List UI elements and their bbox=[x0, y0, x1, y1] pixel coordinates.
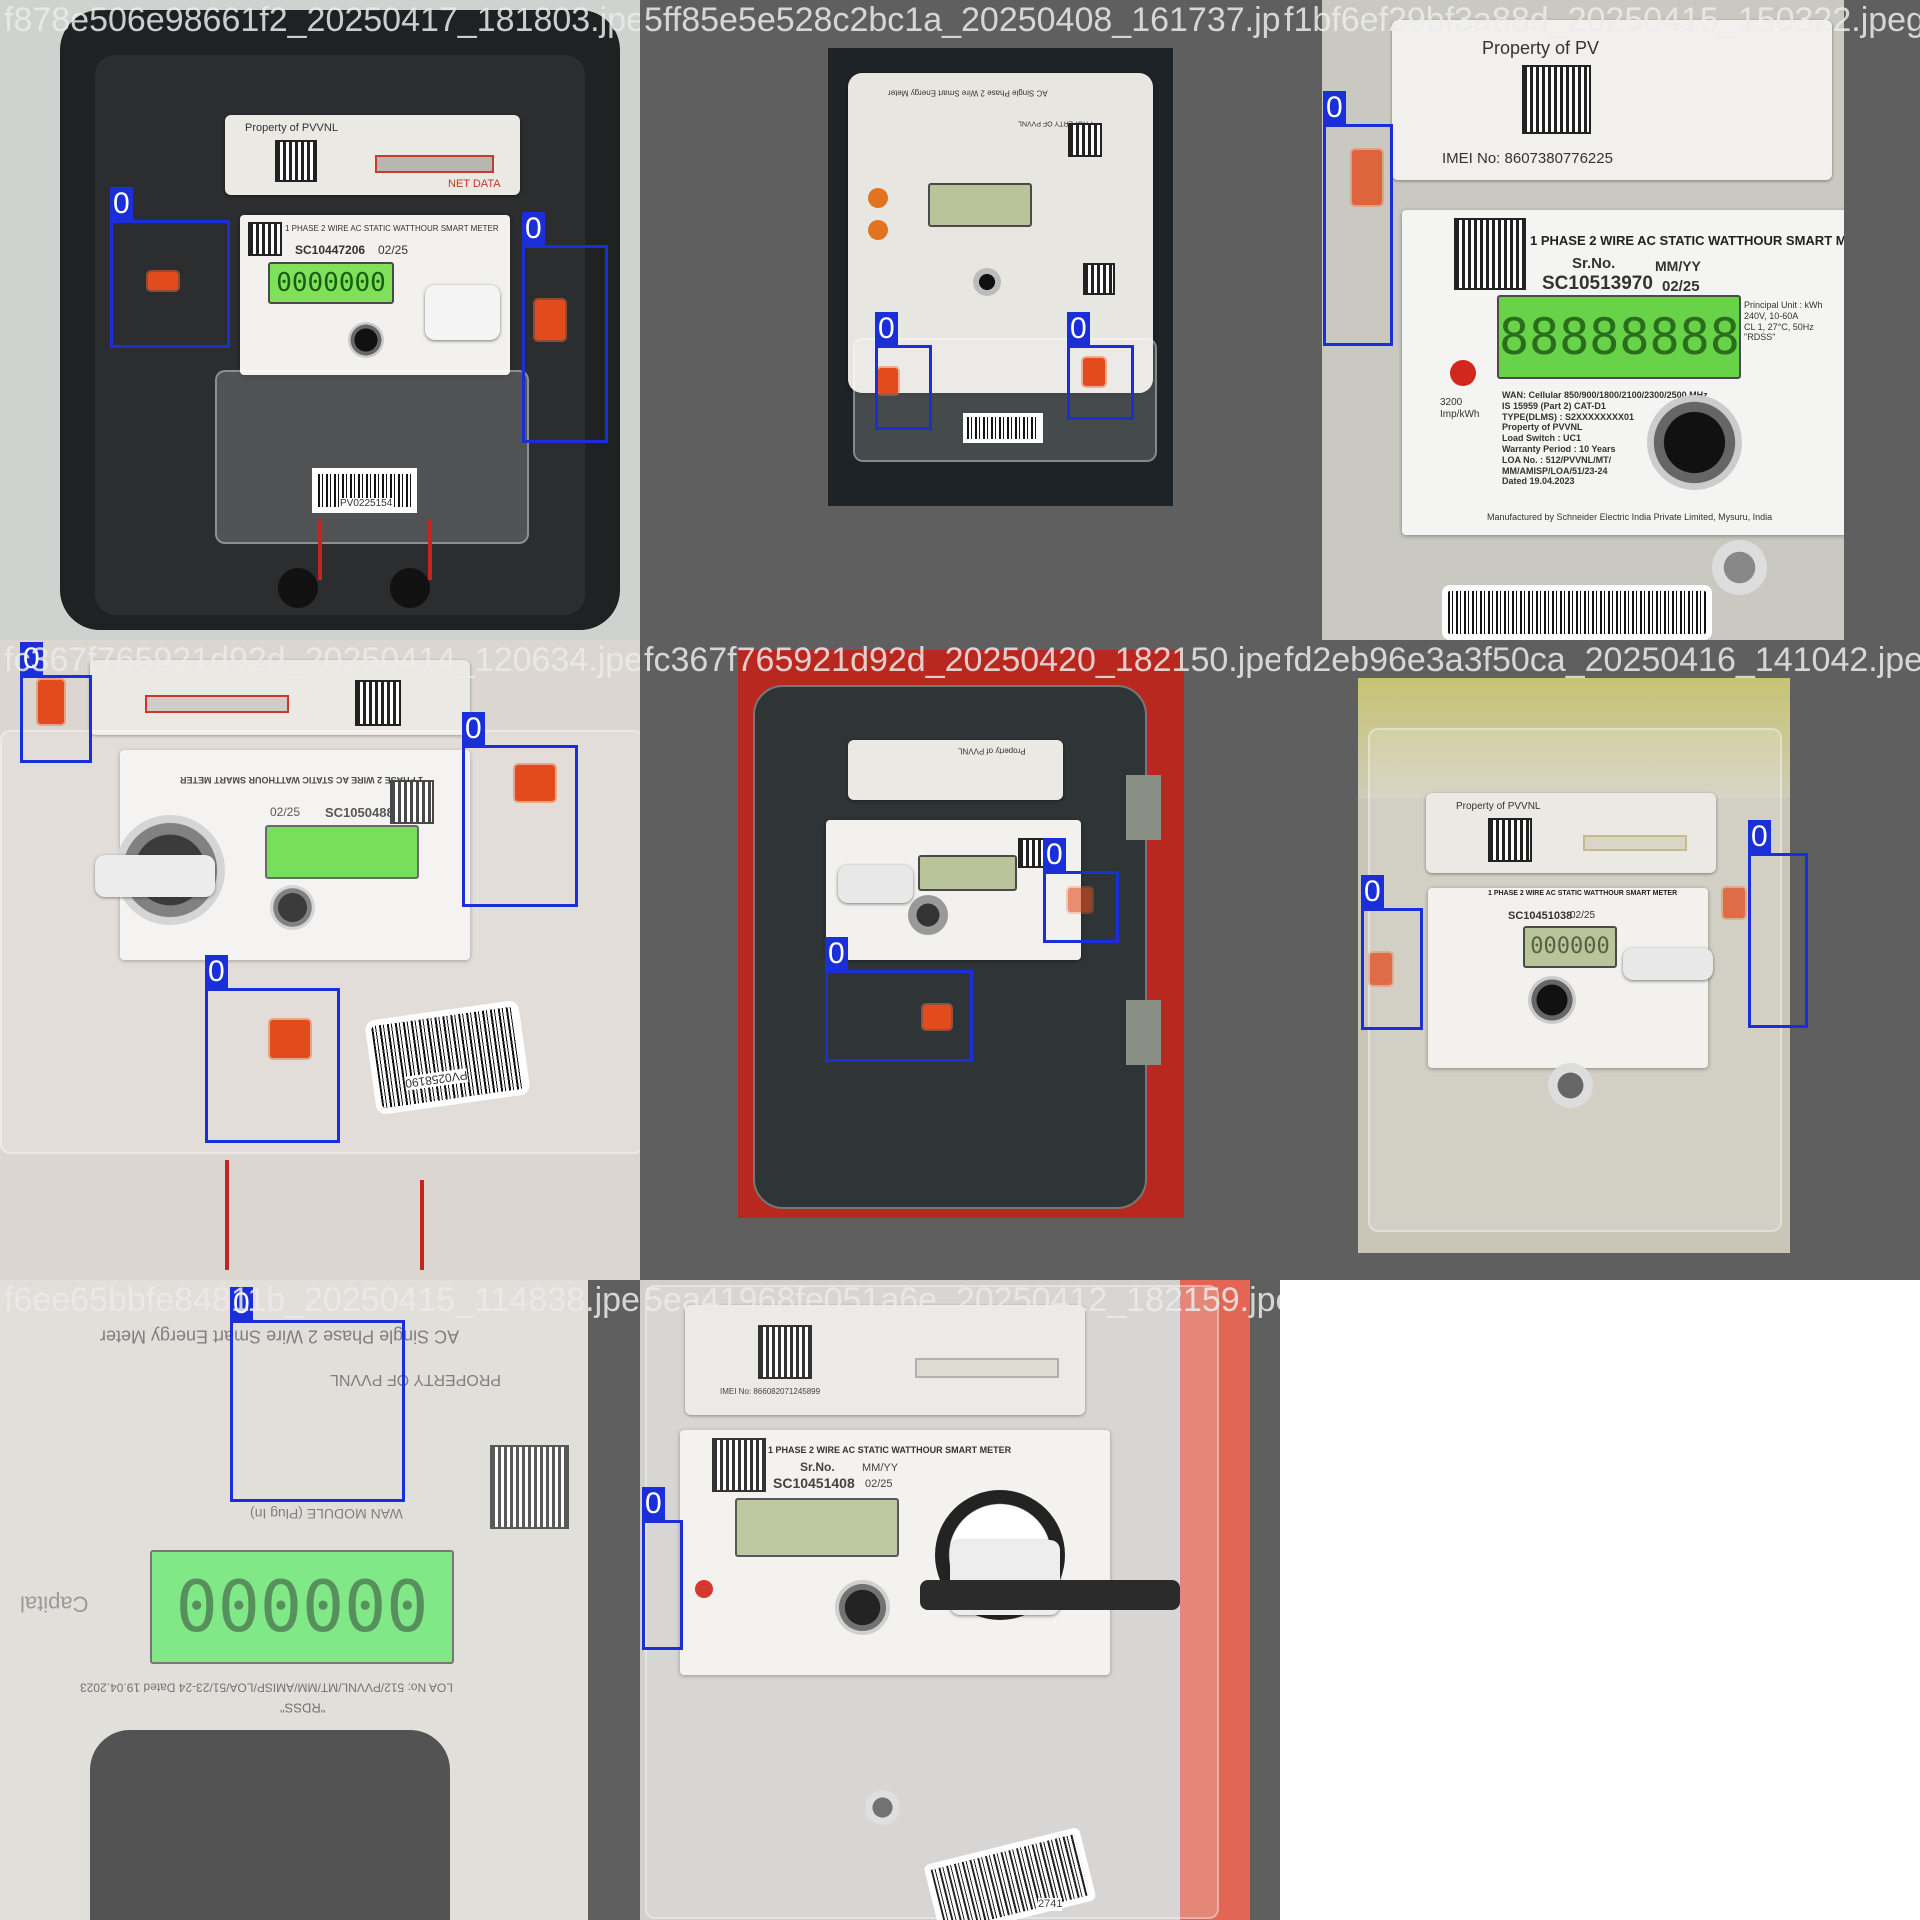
meter-display bbox=[265, 825, 419, 879]
class-label: 0 bbox=[875, 312, 898, 346]
meter-title: 1 PHASE 2 WIRE AC STATIC WATTHOUR SMART … bbox=[285, 224, 499, 233]
detection-box: 0 bbox=[230, 1287, 405, 1502]
image-filename: fd2eb96e3a3f50ca_20250416_141042.jpeg bbox=[1284, 641, 1920, 679]
meter-title: 1 PHASE 2 WIRE AC STATIC WATTHOUR SMART … bbox=[1530, 233, 1844, 248]
serial-label: Sr.No. bbox=[800, 1460, 835, 1474]
photo-2: AC Single Phase 2 Wire Smart Energy Mete… bbox=[828, 48, 1173, 506]
meter-display: 0000000 bbox=[268, 262, 394, 304]
meter-imei: IMEI No: 866082071245899 bbox=[720, 1387, 821, 1396]
empty-cell bbox=[1280, 1280, 1920, 1920]
mm-label: MM/YY bbox=[1655, 258, 1701, 274]
meter-barcode-text: PV0225154 bbox=[340, 498, 393, 510]
detection-box: 0 bbox=[875, 312, 932, 430]
meter-date: 02/25 bbox=[865, 1478, 893, 1490]
class-label: 0 bbox=[110, 187, 133, 221]
meter-imei: IMEI No: 8607380776225 bbox=[1442, 150, 1613, 167]
class-label: 0 bbox=[462, 712, 485, 746]
meter-owner: Property of PVVNL bbox=[245, 122, 338, 134]
serial-label: Sr.No. bbox=[1572, 255, 1616, 272]
photo-6: Property of PVVNL 1 PHASE 2 WIRE AC STAT… bbox=[1358, 678, 1790, 1253]
class-label: 0 bbox=[20, 642, 43, 676]
detection-box: 0 bbox=[462, 712, 578, 907]
photo-8: IMEI No: 866082071245899 1 PHASE 2 WIRE … bbox=[640, 1280, 1250, 1920]
meter-serial: SC10513970 bbox=[1542, 273, 1653, 294]
tile-8: IMEI No: 866082071245899 1 PHASE 2 WIRE … bbox=[640, 1280, 1280, 1920]
meter-serial: SC10451038 bbox=[1508, 910, 1573, 922]
detection-box: 0 bbox=[825, 937, 973, 1062]
class-label: 0 bbox=[230, 1287, 253, 1321]
image-filename: f878e506e98661f2_20250417_181803.jpeg bbox=[4, 1, 640, 39]
meter-display: 000000 bbox=[1523, 926, 1617, 968]
class-label: 0 bbox=[825, 937, 848, 971]
meter-display bbox=[735, 1498, 899, 1557]
class-label: 0 bbox=[205, 955, 228, 989]
photo-3: Property of PV IMEI No: 8607380776225 1 … bbox=[1322, 0, 1844, 640]
photo-5: Property of PVVNL bbox=[738, 650, 1184, 1218]
meter-title: 1 PHASE 2 WIRE AC STATIC WATTHOUR SMART … bbox=[1488, 890, 1678, 897]
meter-specs: WAN: Cellular 850/900/1800/2100/2300/250… bbox=[1502, 390, 1708, 487]
detection-box: 0 bbox=[20, 642, 92, 763]
meter-display: 000000 bbox=[150, 1550, 454, 1664]
tile-6: Property of PVVNL 1 PHASE 2 WIRE AC STAT… bbox=[1280, 640, 1920, 1280]
detection-box: 0 bbox=[522, 212, 608, 443]
meter-owner: Property of PVVNL bbox=[1456, 801, 1541, 812]
meter-serial: SC10447206 bbox=[295, 243, 366, 257]
meter-owner: Property of PV bbox=[1482, 38, 1600, 58]
meter-display bbox=[918, 855, 1017, 891]
image-filename: fc367f765921d92d_20250414_120634.jpeg bbox=[4, 641, 640, 679]
unit-info: Principal Unit : kWh 240V, 10-60A CL 1, … bbox=[1744, 300, 1823, 343]
meter-date: 02/25 bbox=[1570, 910, 1596, 921]
meter-date: 02/25 bbox=[1662, 278, 1700, 295]
meter-barcode-text: 2741 bbox=[1038, 1898, 1063, 1912]
image-filename: f1bf6ef29bf3a88d_20250415_150322.jpeg bbox=[1284, 1, 1920, 39]
class-label: 0 bbox=[522, 212, 545, 246]
class-label: 0 bbox=[642, 1487, 665, 1521]
image-filename: f6ee65bbfe84811b_20250415_114838.jpeg bbox=[4, 1281, 640, 1319]
detection-box: 0 bbox=[1067, 312, 1134, 420]
class-label: 0 bbox=[1067, 312, 1090, 346]
tile-1: Property of PVVNL NET DATA 1 PHASE 2 WIR… bbox=[0, 0, 640, 640]
detection-box: 0 bbox=[1361, 875, 1423, 1030]
meter-serial: SC10504886 bbox=[325, 805, 401, 820]
tile-7: AC Single Phase 2 Wire Smart Energy Mete… bbox=[0, 1280, 640, 1920]
detection-box: 0 bbox=[1323, 91, 1393, 346]
detection-box: 0 bbox=[1748, 820, 1808, 1028]
class-label: 0 bbox=[1043, 838, 1066, 872]
manufacturer: Manufactured by Schneider Electric India… bbox=[1487, 512, 1773, 522]
detection-box: 0 bbox=[1043, 838, 1119, 943]
photo-4: 1 PHASE 2 WIRE AC STATIC WATTHOUR SMART … bbox=[0, 640, 640, 1280]
class-label: 0 bbox=[1748, 820, 1771, 854]
mm-label: MM/YY bbox=[862, 1462, 899, 1474]
image-filename: 5ff85e5e528c2bc1a_20250408_161737.jpeg bbox=[644, 1, 1280, 39]
imp-rate: 3200 Imp/kWh bbox=[1440, 397, 1480, 420]
detection-box: 0 bbox=[205, 955, 340, 1143]
image-filename: 5ea41968fe051a6e_20250412_182159.jpeg bbox=[644, 1281, 1280, 1319]
meter-title: AC Single Phase 2 Wire Smart Energy Mete… bbox=[888, 88, 1048, 98]
meter-net-data: NET DATA bbox=[448, 178, 501, 190]
meter-title: 1 PHASE 2 WIRE AC STATIC WATTHOUR SMART … bbox=[768, 1445, 1012, 1455]
class-label: 0 bbox=[1361, 875, 1384, 909]
photo-1: Property of PVVNL NET DATA 1 PHASE 2 WIR… bbox=[0, 0, 640, 640]
detection-box: 0 bbox=[642, 1487, 683, 1650]
meter-display: 88888888 bbox=[1497, 295, 1741, 379]
meter-display bbox=[928, 183, 1032, 227]
tile-4: 1 PHASE 2 WIRE AC STATIC WATTHOUR SMART … bbox=[0, 640, 640, 1280]
meter-date: 02/25 bbox=[378, 243, 409, 257]
detection-box: 0 bbox=[110, 187, 230, 348]
tile-5: Property of PVVNL 0 0 fc367f765921d92d_2… bbox=[640, 640, 1280, 1280]
tile-2: AC Single Phase 2 Wire Smart Energy Mete… bbox=[640, 0, 1280, 640]
meter-serial: SC10451408 bbox=[773, 1475, 855, 1491]
class-label: 0 bbox=[1323, 91, 1346, 125]
tile-3: Property of PV IMEI No: 8607380776225 1 … bbox=[1280, 0, 1920, 640]
meter-date: 02/25 bbox=[270, 805, 301, 819]
meter-owner: Property of PVVNL bbox=[958, 746, 1026, 756]
image-filename: fc367f765921d92d_20250420_182150.jpeg bbox=[644, 641, 1280, 679]
photo-7: AC Single Phase 2 Wire Smart Energy Mete… bbox=[0, 1280, 588, 1920]
